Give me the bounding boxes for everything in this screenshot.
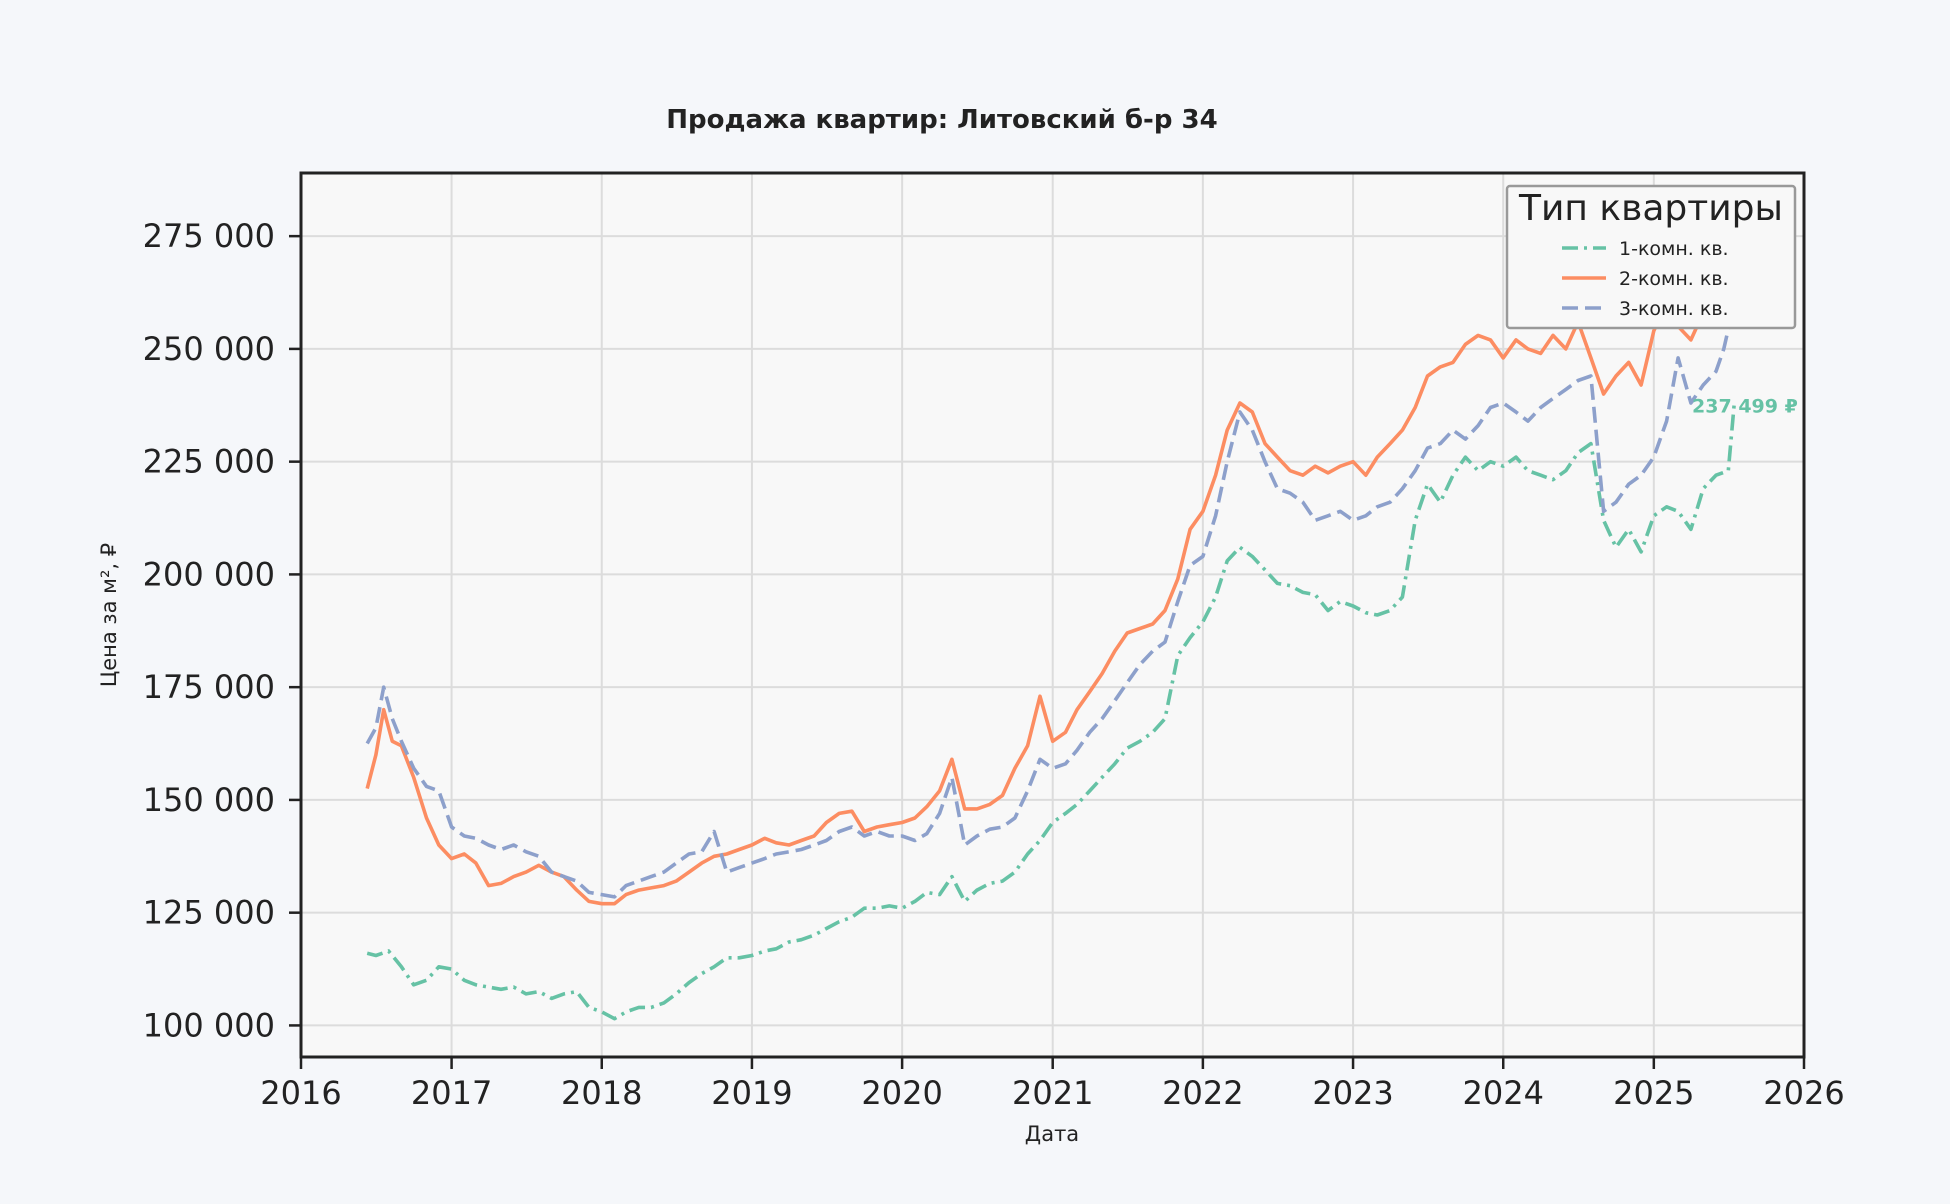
legend-label-3: 3-комн. кв. xyxy=(1619,298,1729,320)
y-tick-label: 250 000 xyxy=(143,330,275,368)
y-axis-label: Цена за м², ₽ xyxy=(97,543,121,687)
series-line-3 xyxy=(365,312,1734,899)
x-tick-label: 2020 xyxy=(861,1074,942,1112)
y-tick-label: 100 000 xyxy=(143,1006,275,1044)
x-tick-label: 2026 xyxy=(1763,1074,1844,1112)
legend-title: Тип квартиры xyxy=(1518,188,1783,229)
last-value-label: 237 499 ₽ xyxy=(1692,395,1798,417)
y-tick-label: 275 000 xyxy=(143,217,275,255)
axis-ticks: 2016 2017 2018 2019 2020 2021 2022 2023 2024 2025… xyxy=(143,217,1845,1112)
x-tick-label: 2022 xyxy=(1162,1074,1243,1112)
series-line-2 xyxy=(365,238,1734,906)
x-tick-label: 2016 xyxy=(260,1074,341,1112)
series-line-1 xyxy=(366,405,1736,1021)
legend: Тип квартиры 1-комн. кв. 2-комн. кв. 3-ком… xyxy=(1505,184,1797,330)
legend-label-1: 1-комн. кв. xyxy=(1619,238,1729,260)
y-tick-label: 125 000 xyxy=(143,894,275,932)
legend-entries: 1-комн. кв. 2-комн. кв. 3-комн. кв. xyxy=(1562,238,1729,320)
series-layer xyxy=(365,238,1736,1021)
chart-title: Продажа квартир: Литовский б-р 34 xyxy=(666,105,1217,135)
legend-box xyxy=(1505,184,1797,330)
x-tick-label: 2019 xyxy=(711,1074,792,1112)
y-tick-label: 225 000 xyxy=(143,443,275,481)
x-axis-label: Дата xyxy=(1025,1122,1079,1146)
x-tick-label: 2021 xyxy=(1012,1074,1093,1112)
x-tick-label: 2018 xyxy=(561,1074,642,1112)
legend-label-2: 2-комн. кв. xyxy=(1619,268,1729,290)
y-tick-label: 200 000 xyxy=(143,555,275,593)
y-tick-label: 175 000 xyxy=(143,668,275,706)
x-tick-label: 2025 xyxy=(1613,1074,1694,1112)
annotation-layer: 237 499 ₽ xyxy=(1692,395,1798,417)
y-tick-label: 150 000 xyxy=(143,781,275,819)
x-tick-label: 2023 xyxy=(1312,1074,1393,1112)
x-tick-label: 2017 xyxy=(411,1074,492,1112)
x-tick-label: 2024 xyxy=(1463,1074,1544,1112)
